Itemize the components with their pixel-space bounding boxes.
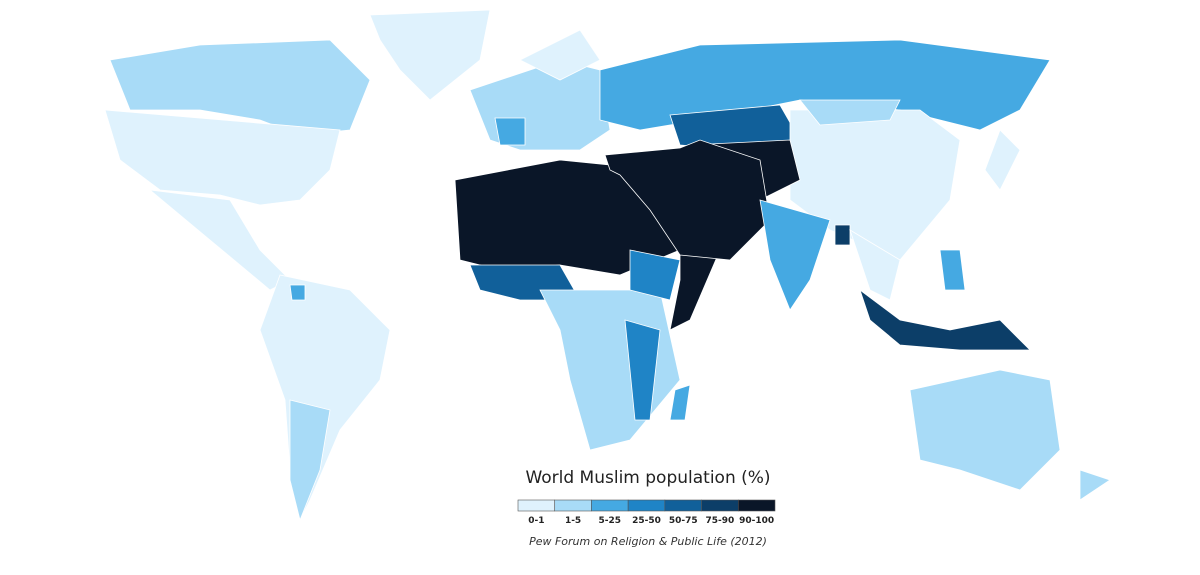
source-note: Pew Forum on Religion & Public Life (201… — [529, 535, 767, 548]
country-region — [104, 109, 341, 206]
country-region — [604, 139, 771, 261]
country-region — [454, 159, 681, 276]
country-region — [834, 224, 851, 246]
country-region — [469, 59, 611, 151]
country-region — [1079, 469, 1111, 501]
country-region — [624, 319, 661, 421]
country-region — [759, 199, 831, 311]
country-region — [519, 29, 601, 81]
legend-label: 25-50 — [632, 516, 661, 526]
country-region — [859, 288, 1031, 351]
legend-title: World Muslim population (%) — [525, 468, 770, 488]
country-region — [984, 129, 1021, 191]
country-region — [259, 274, 391, 522]
country-region — [669, 384, 691, 421]
country-region — [539, 289, 681, 451]
country-region — [909, 369, 1061, 491]
country-region — [494, 117, 526, 146]
country-region — [599, 39, 1051, 131]
legend-label: 5-25 — [599, 516, 622, 526]
legend-swatch — [517, 499, 556, 512]
legend-swatch — [627, 499, 666, 512]
country-region — [849, 229, 901, 301]
legend-swatch — [737, 499, 776, 512]
country-region — [629, 249, 681, 301]
legend-label: 75-90 — [706, 516, 735, 526]
legend-label: 0-1 — [528, 516, 544, 526]
legend-swatch — [554, 499, 592, 512]
country-region — [148, 189, 291, 291]
legend-swatch — [591, 499, 629, 512]
country-region — [289, 399, 331, 522]
legend-label: 1-5 — [565, 516, 581, 526]
country-region — [789, 109, 961, 261]
legend-label: 90-100 — [739, 516, 774, 526]
legend-swatch — [664, 499, 702, 512]
country-region — [289, 284, 306, 301]
legend: 0-1 1-5 5-25 25-50 50-75 75-90 90-100 — [517, 499, 776, 526]
legend-label: 50-75 — [669, 516, 698, 526]
country-region — [369, 9, 491, 101]
legend-swatch — [701, 499, 739, 512]
country-region — [939, 249, 966, 291]
country-region — [799, 99, 901, 126]
